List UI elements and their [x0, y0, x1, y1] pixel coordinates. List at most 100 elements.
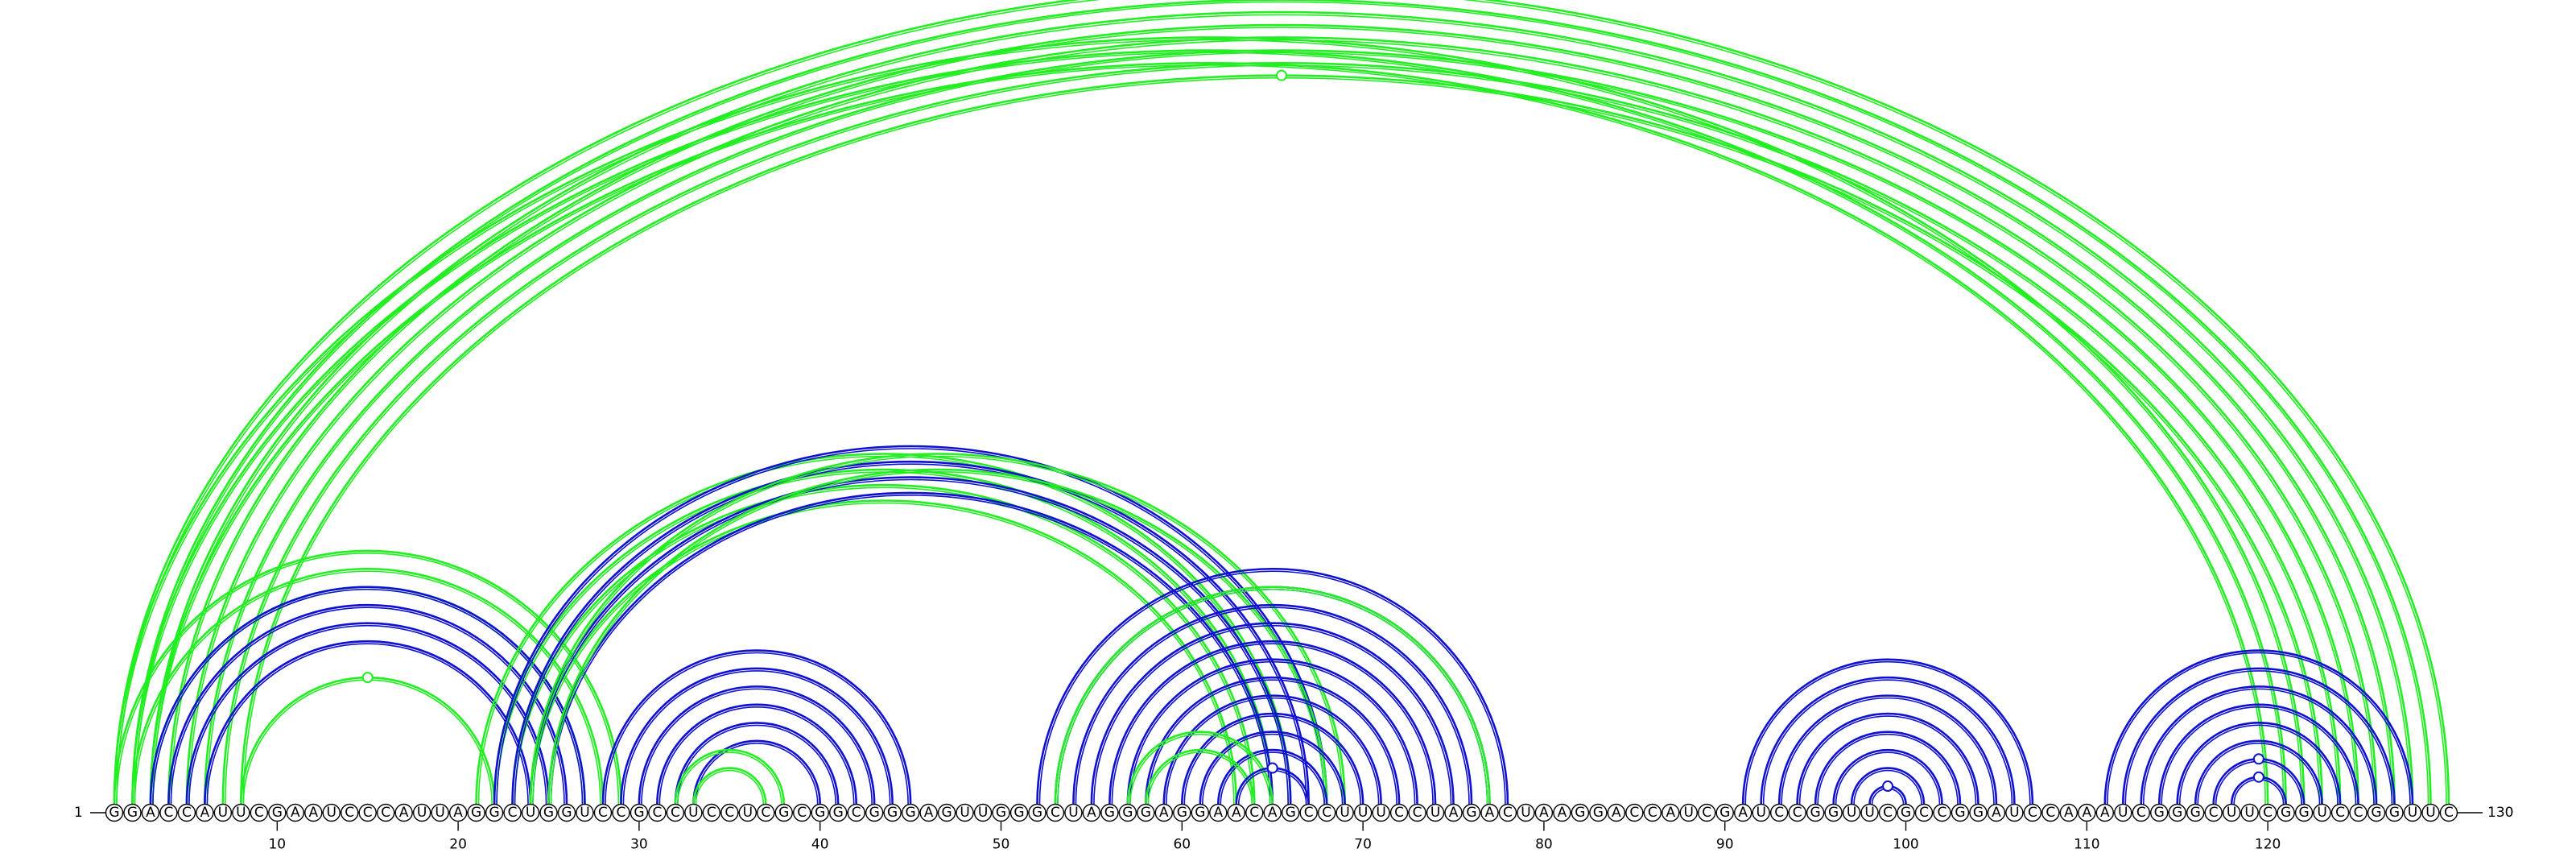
nucleotide: G — [1028, 803, 1046, 822]
nucleotide-circle — [2041, 803, 2060, 822]
nucleotide-circle — [2095, 803, 2115, 822]
green-pair-arc — [185, 36, 2378, 805]
blue-pair-arc-inner — [1762, 679, 2013, 805]
nucleotide: U — [2240, 803, 2259, 822]
nucleotide: C — [2330, 803, 2350, 822]
blue-pair-arc-inner — [1183, 715, 1361, 805]
nucleotide-circle — [1245, 803, 1264, 822]
nucleotide-circle — [341, 803, 359, 822]
green-pair-arc — [167, 23, 2396, 805]
blue-pair-arc-inner — [550, 495, 1271, 805]
nucleotide-letter: C — [2263, 805, 2273, 821]
green-pair-arc — [674, 748, 786, 805]
nucleotide-letter: A — [1992, 805, 2001, 821]
blue-pair-arc-inner — [622, 670, 891, 805]
nucleotide: A — [1987, 803, 2006, 822]
nucleotide: U — [2222, 803, 2241, 822]
nucleotide: U — [412, 803, 431, 822]
nucleotide: C — [1643, 803, 1662, 822]
nucleotide: C — [720, 803, 739, 822]
nucleotide-letter: C — [617, 805, 626, 821]
nucleotide-circle — [1553, 803, 1571, 822]
nucleotide-letter: U — [2244, 805, 2254, 821]
green-pair-arc-inner — [550, 471, 1325, 805]
nucleotide: C — [1408, 803, 1426, 822]
nucleotide-circle — [1462, 803, 1481, 822]
nucleotide: C — [1317, 803, 1336, 822]
nucleotide-letter: A — [291, 805, 300, 821]
green-pair-arc-inner — [116, 39, 2302, 805]
nucleotide-letter: U — [327, 805, 336, 821]
green-pair-arc-inner — [695, 769, 765, 805]
nucleotide-circle — [1752, 803, 1770, 822]
nucleotide: G — [105, 803, 124, 822]
nucleotide: G — [2150, 803, 2169, 822]
nucleotide-circle — [1389, 803, 1409, 822]
nucleotide: G — [2186, 803, 2205, 822]
tick-label: 20 — [449, 837, 467, 853]
blue-pair-arc — [1796, 712, 1979, 805]
nucleotide: U — [1842, 803, 1861, 822]
nucleotide: G — [1191, 803, 1210, 822]
blue-pair-arc — [1072, 603, 1473, 805]
nucleotide-letter: U — [1340, 805, 1349, 821]
green-pair-arc — [131, 0, 2432, 805]
nucleotide: C — [1769, 803, 1789, 822]
nucleotide: C — [593, 803, 613, 822]
blue-pair-arc-inner — [677, 724, 836, 805]
nucleotide: C — [377, 803, 395, 822]
nucleotide: U — [956, 803, 974, 822]
nucleotide-circle — [1715, 803, 1734, 822]
blue-pair-arc — [2176, 722, 2342, 805]
nucleotide: G — [1462, 803, 1481, 822]
nucleotide: A — [2059, 803, 2079, 822]
nucleotide: G — [1806, 803, 1825, 822]
nucleotide-circle — [937, 803, 956, 822]
nucleotide: G — [1137, 803, 1155, 822]
blue-pair-arc-inner — [206, 643, 529, 805]
nucleotide-letter: G — [1955, 805, 1965, 821]
blue-pair-arc — [638, 685, 876, 805]
nucleotide: U — [322, 803, 341, 822]
nucleotide-circle — [1064, 803, 1083, 822]
nucleotide: U — [2313, 803, 2331, 822]
nucleotide-circle — [2114, 803, 2132, 822]
nucleotide: A — [1263, 803, 1282, 822]
nucleotide-circle — [1082, 803, 1101, 822]
arc-apex-marker — [2252, 753, 2264, 765]
tick-label: 40 — [811, 837, 829, 853]
end-index-label: 130 — [2487, 805, 2513, 821]
nucleotide: A — [1733, 803, 1752, 822]
nucleotide-letter: G — [1032, 805, 1042, 821]
nucleotide-circle — [1317, 803, 1336, 822]
blue-pair-arc — [204, 640, 532, 805]
nucleotide-circle — [1263, 803, 1282, 822]
green-pair-arc — [113, 0, 2450, 805]
nucleotide-letter: U — [743, 805, 753, 821]
blue-pair-arc — [2121, 667, 2396, 805]
green-pair-arc-inner — [116, 553, 620, 805]
nucleotide-letter: U — [1864, 805, 1874, 821]
nucleotide: A — [286, 803, 304, 822]
nucleotide-letter: C — [2335, 805, 2345, 821]
nucleotide-letter: A — [2082, 805, 2091, 821]
blue-pair-arc — [1090, 622, 1455, 805]
nucleotide: U — [1372, 803, 1390, 822]
nucleotide: G — [539, 803, 558, 822]
nucleotide-letter: A — [200, 805, 210, 821]
nucleotide: A — [1444, 803, 1463, 822]
nucleotide-letter: C — [761, 805, 770, 821]
nucleotide-letter: G — [1122, 805, 1133, 821]
nucleotide-letter: C — [1322, 805, 1331, 821]
nucleotide-letter: C — [598, 805, 608, 821]
nucleotide-circle — [774, 803, 793, 822]
nucleotide-circle — [1209, 803, 1228, 822]
nucleotide: U — [1064, 803, 1083, 822]
nucleotide-letter: U — [417, 805, 427, 821]
nucleotide: G — [2277, 803, 2295, 822]
nucleotide-circle — [2150, 803, 2169, 822]
nucleotide-circle — [1733, 803, 1752, 822]
blue-pair-arc-inner — [1038, 570, 1506, 805]
nucleotide-circle — [2403, 803, 2422, 822]
